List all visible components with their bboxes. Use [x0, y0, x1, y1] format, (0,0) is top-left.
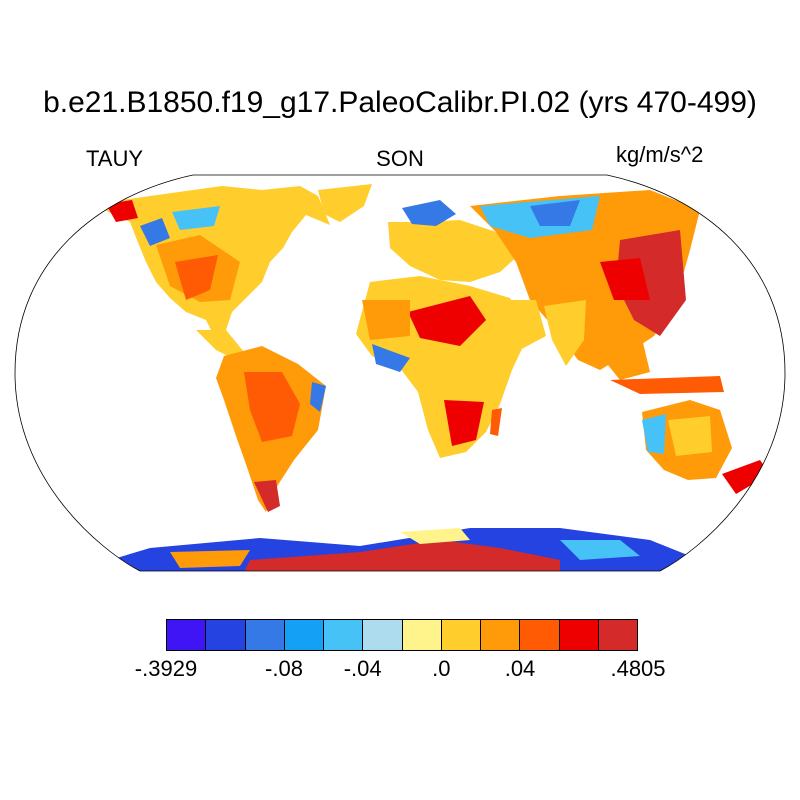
colorbar-box-3 — [284, 620, 324, 650]
southeast-asia — [600, 330, 650, 380]
west-africa-orange — [362, 300, 410, 340]
siberia-deep-blue — [530, 200, 580, 226]
variable-label: TAUY — [86, 146, 144, 171]
colorbar-box-11 — [598, 620, 637, 650]
colorbar — [166, 619, 638, 651]
greenland — [318, 184, 372, 222]
plot-title: b.e21.B1850.f19_g17.PaleoCalibr.PI.02 (y… — [43, 86, 757, 119]
central-america — [196, 330, 244, 360]
colorbar-label: -.3929 — [134, 656, 198, 681]
colorbar-box-4 — [324, 620, 364, 650]
colorbar-box-10 — [559, 620, 599, 650]
colorbar-box-8 — [481, 620, 521, 650]
season-label: SON — [376, 146, 424, 171]
antarctica-yellow — [400, 528, 470, 544]
colorbar-label: -.08 — [265, 656, 303, 681]
antarctica-orange — [170, 550, 250, 568]
colorbar-box-5 — [363, 620, 403, 650]
south-africa-red — [444, 400, 484, 446]
units-label: kg/m/s^2 — [616, 142, 704, 167]
colorbar-label: -.04 — [343, 656, 382, 681]
australia-center-yellow — [668, 416, 712, 456]
indonesia — [610, 376, 724, 394]
colorbar-label: .04 — [504, 656, 536, 681]
africa-coast-blue — [372, 344, 410, 372]
canada-blue-2 — [140, 218, 170, 246]
colorbar-label: .0 — [432, 656, 451, 681]
australia-west-blue — [642, 414, 666, 454]
colorbar-box-1 — [206, 620, 246, 650]
land-fill-layer — [96, 184, 770, 571]
europe — [388, 220, 520, 282]
sahara-red — [408, 296, 486, 346]
antarctica-light-blue — [560, 540, 640, 560]
colorbar-box-6 — [402, 620, 442, 650]
new-zealand — [722, 460, 770, 494]
colorbar-box-9 — [520, 620, 560, 650]
south-america-coast-blue — [310, 382, 326, 412]
arabia — [492, 300, 546, 352]
east-asia-red — [616, 230, 686, 336]
patagonia-red — [254, 480, 280, 512]
map-boundary — [14, 174, 786, 572]
colorbar-box-2 — [245, 620, 285, 650]
madagascar — [490, 408, 502, 436]
colorbar-box-7 — [441, 620, 481, 650]
colorbar-box-0 — [167, 620, 207, 650]
north-america-southeast — [175, 255, 218, 300]
india — [544, 300, 586, 366]
colorbar-label: .4805 — [610, 656, 666, 681]
scandinavia-blue — [402, 200, 456, 226]
antarctica-red — [240, 540, 560, 571]
south-america-red — [244, 372, 300, 442]
alaska-red — [106, 200, 138, 222]
canada-blue — [172, 206, 220, 230]
china-red — [600, 258, 650, 300]
